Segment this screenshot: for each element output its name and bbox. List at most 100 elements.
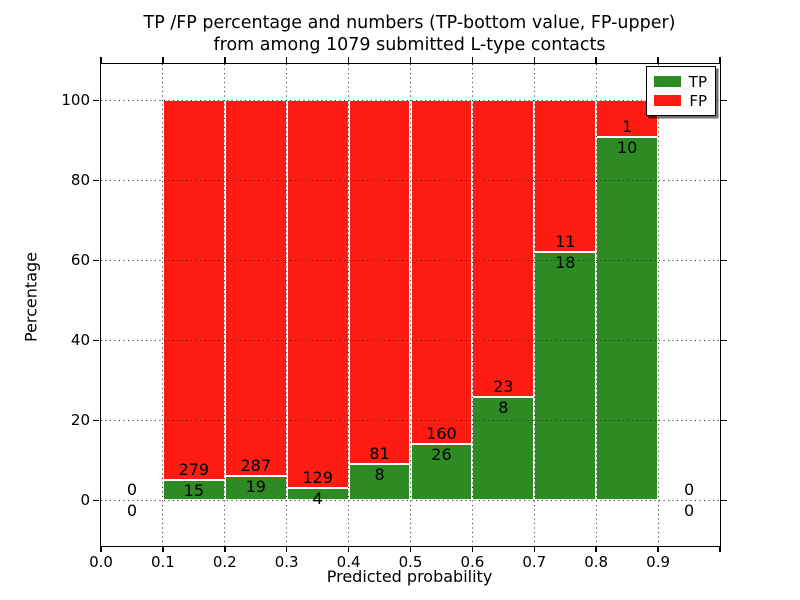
right-tick xyxy=(721,339,727,342)
top-tick xyxy=(285,57,288,63)
x-tick xyxy=(471,546,474,552)
x-tick xyxy=(409,546,412,552)
fp-count-label: 23 xyxy=(493,377,514,397)
top-tick xyxy=(533,57,536,63)
tp-count-label: 0 xyxy=(683,501,695,521)
x-tick-label: 0.2 xyxy=(212,553,237,571)
right-tick xyxy=(721,499,727,502)
fp-count-label: 279 xyxy=(178,460,210,479)
top-tick xyxy=(100,57,102,63)
v-gridline xyxy=(348,64,350,546)
x-tick xyxy=(162,546,164,552)
y-tick-label: 20 xyxy=(70,411,90,430)
fp-bar-segment xyxy=(348,100,411,465)
x-tick xyxy=(100,546,102,552)
fp-legend-swatch xyxy=(654,95,681,106)
v-gridline xyxy=(162,64,164,546)
top-tick xyxy=(719,57,721,63)
v-gridline xyxy=(595,64,597,546)
x-tick xyxy=(595,546,597,552)
x-tick xyxy=(719,546,721,552)
x-tick xyxy=(347,546,350,552)
fp-legend-label: FP xyxy=(689,91,707,110)
y-tick xyxy=(93,339,99,342)
fp-bar-segment xyxy=(286,100,349,489)
x-axis-label: Predicted probability xyxy=(326,567,493,586)
x-tick-label: 0.8 xyxy=(584,553,609,571)
chart-title-line-1: TP /FP percentage and numbers (TP-bottom… xyxy=(143,13,676,33)
v-gridline xyxy=(224,64,226,546)
tp-count-label: 26 xyxy=(431,445,452,465)
top-tick xyxy=(409,57,412,63)
v-gridline xyxy=(410,64,411,546)
legend-row-fp: FP xyxy=(654,91,707,110)
fp-count-label: 1 xyxy=(622,116,633,136)
plot-area: TP FP 0 0 279 15 287 19 129 4 81 8 160 26 23 8 11 18 1 10… xyxy=(61,57,727,571)
v-gridline xyxy=(533,64,535,546)
x-tick xyxy=(533,546,536,552)
y-tick xyxy=(93,259,99,262)
fp-count-label: 160 xyxy=(426,424,457,444)
y-tick xyxy=(93,419,99,422)
y-tick-label: 0 xyxy=(80,491,90,510)
chart-title: TP /FP percentage and numbers (TP-bottom… xyxy=(100,12,719,56)
x-tick xyxy=(224,546,226,552)
fp-count-label: 0 xyxy=(683,480,695,500)
tp-count-label: 18 xyxy=(555,253,576,273)
x-tick xyxy=(285,546,288,552)
fp-count-label: 0 xyxy=(126,480,138,500)
fp-bar-segment xyxy=(410,100,473,445)
tp-count-label: 8 xyxy=(498,398,509,418)
y-tick-label: 100 xyxy=(61,91,90,110)
fp-count-label: 287 xyxy=(240,455,272,475)
y-tick xyxy=(93,499,99,502)
x-tick-label: 0.6 xyxy=(460,553,485,571)
x-tick xyxy=(657,546,659,552)
x-tick-label: 0.9 xyxy=(646,553,671,571)
fp-bar-segment xyxy=(162,100,225,480)
y-tick xyxy=(93,99,99,102)
fp-count-label: 11 xyxy=(555,232,576,252)
fp-bar-segment xyxy=(224,100,287,476)
top-tick xyxy=(471,57,474,63)
y-tick xyxy=(93,179,99,182)
x-tick-label: 0.3 xyxy=(274,553,299,571)
top-tick xyxy=(162,57,164,63)
right-tick xyxy=(721,99,727,102)
x-tick-label: 0.4 xyxy=(336,553,361,571)
tp-count-label: 0 xyxy=(126,501,138,521)
v-gridline xyxy=(657,64,659,546)
tp-bar-segment xyxy=(472,397,535,501)
fp-count-label: 81 xyxy=(369,444,390,464)
y-tick-label: 60 xyxy=(70,251,90,270)
fp-bar-segment xyxy=(534,100,597,253)
x-tick-label: 0.1 xyxy=(150,553,175,571)
y-axis-label: Percentage xyxy=(21,251,41,343)
tp-legend-swatch xyxy=(654,76,681,87)
tp-count-label: 15 xyxy=(183,481,205,500)
tp-count-label: 8 xyxy=(374,465,385,485)
tp-count-label: 4 xyxy=(312,489,323,509)
top-tick xyxy=(657,57,659,63)
y-tick-label: 80 xyxy=(70,171,90,190)
top-tick xyxy=(347,57,350,63)
tp-count-label: 19 xyxy=(245,476,266,496)
legend-row-tp: TP xyxy=(654,72,707,91)
tp-bar-segment xyxy=(348,464,411,501)
fp-bar-segment xyxy=(472,100,535,398)
right-tick xyxy=(721,179,727,182)
top-tick xyxy=(595,57,597,63)
tp-bar-segment xyxy=(534,252,597,501)
tp-bar-segment xyxy=(596,136,659,501)
right-tick xyxy=(721,419,727,422)
tp-legend-label: TP xyxy=(688,72,707,91)
right-tick xyxy=(721,259,727,262)
tp-bar-segment xyxy=(224,475,287,501)
fp-count-label: 129 xyxy=(302,468,333,488)
top-tick xyxy=(224,57,226,63)
x-tick-label: 0.5 xyxy=(398,553,423,571)
x-tick-label: 0.0 xyxy=(89,553,113,571)
tp-count-label: 10 xyxy=(616,137,638,157)
x-tick-label: 0.7 xyxy=(522,553,547,571)
